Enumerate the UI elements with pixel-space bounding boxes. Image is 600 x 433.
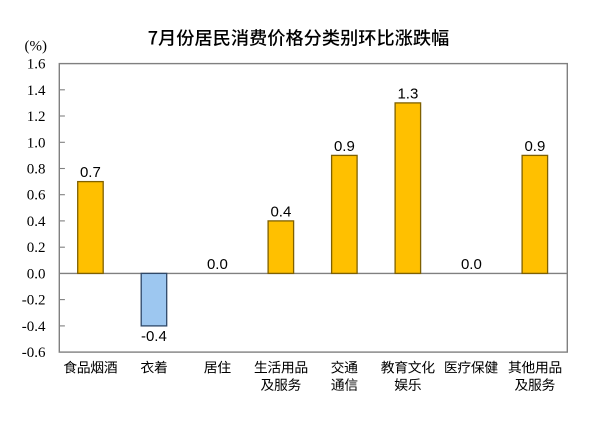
svg-text:0.8: 0.8 — [27, 162, 46, 178]
svg-text:0.9: 0.9 — [524, 138, 545, 155]
svg-text:0.0: 0.0 — [207, 256, 228, 273]
svg-text:1.0: 1.0 — [27, 135, 46, 151]
svg-text:(%): (%) — [25, 39, 48, 55]
svg-text:-0.4: -0.4 — [141, 328, 167, 345]
svg-text:0.0: 0.0 — [461, 256, 482, 273]
svg-text:0.4: 0.4 — [270, 203, 291, 220]
svg-text:1.6: 1.6 — [27, 57, 46, 73]
svg-text:1.3: 1.3 — [397, 85, 418, 102]
svg-text:0.9: 0.9 — [334, 138, 355, 155]
svg-text:-0.2: -0.2 — [22, 293, 46, 309]
svg-text:0.2: 0.2 — [27, 240, 46, 256]
svg-text:-0.6: -0.6 — [22, 345, 46, 361]
svg-text:0.6: 0.6 — [27, 188, 46, 204]
svg-text:0.7: 0.7 — [80, 164, 101, 181]
svg-text:1.2: 1.2 — [27, 109, 46, 125]
svg-text:-0.4: -0.4 — [22, 319, 46, 335]
svg-text:1.4: 1.4 — [27, 83, 46, 99]
svg-text:0.4: 0.4 — [27, 214, 46, 230]
svg-text:0.0: 0.0 — [27, 266, 46, 282]
